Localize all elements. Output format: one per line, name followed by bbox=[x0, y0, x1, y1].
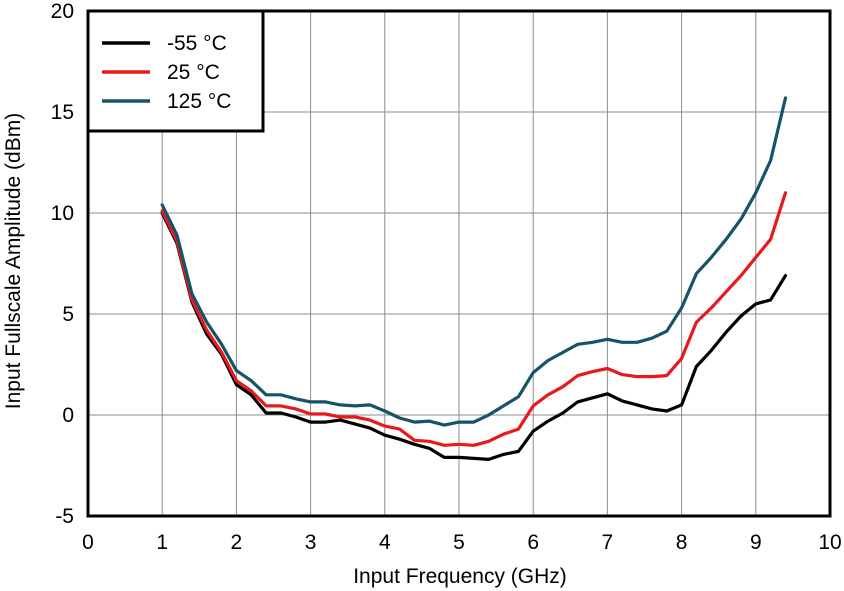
x-tick-label: 2 bbox=[231, 531, 243, 554]
x-tick-labels: 0 1 2 3 4 5 6 7 8 9 10 bbox=[82, 531, 842, 554]
y-tick-label: 20 bbox=[51, 0, 74, 23]
y-tick-label: 15 bbox=[51, 101, 74, 124]
x-tick-label: 10 bbox=[818, 531, 841, 554]
y-tick-label: -5 bbox=[55, 505, 74, 528]
series-line-2 bbox=[160, 191, 788, 447]
x-tick-label: 9 bbox=[750, 531, 762, 554]
plot-frame bbox=[86, 9, 832, 518]
legend-entry-1: -55 °C bbox=[167, 32, 227, 55]
y-tick-label: 0 bbox=[62, 404, 74, 427]
x-tick-label: 4 bbox=[379, 531, 391, 554]
series-line-3 bbox=[160, 96, 788, 427]
x-tick-label: 7 bbox=[602, 531, 614, 554]
legend-entry-2: 25 °C bbox=[167, 61, 220, 84]
x-tick-label: 8 bbox=[676, 531, 688, 554]
y-tick-labels: -5 0 5 10 15 20 bbox=[51, 0, 74, 528]
y-tick-label: 5 bbox=[62, 303, 74, 326]
x-tick-label: 1 bbox=[156, 531, 168, 554]
x-tick-label: 3 bbox=[305, 531, 317, 554]
series-layer bbox=[160, 96, 788, 461]
series-line-1 bbox=[160, 211, 788, 461]
x-tick-label: 6 bbox=[527, 531, 539, 554]
x-tick-label: 5 bbox=[453, 531, 465, 554]
y-tick-label: 10 bbox=[51, 202, 74, 225]
x-tick-label: 0 bbox=[82, 531, 94, 554]
y-axis-label: Input Fullscale Amplitude (dBm) bbox=[2, 113, 25, 409]
legend: -55 °C 25 °C 125 °C bbox=[86, 9, 265, 133]
x-axis-label: Input Frequency (GHz) bbox=[353, 565, 567, 588]
legend-entry-3: 125 °C bbox=[167, 90, 231, 113]
